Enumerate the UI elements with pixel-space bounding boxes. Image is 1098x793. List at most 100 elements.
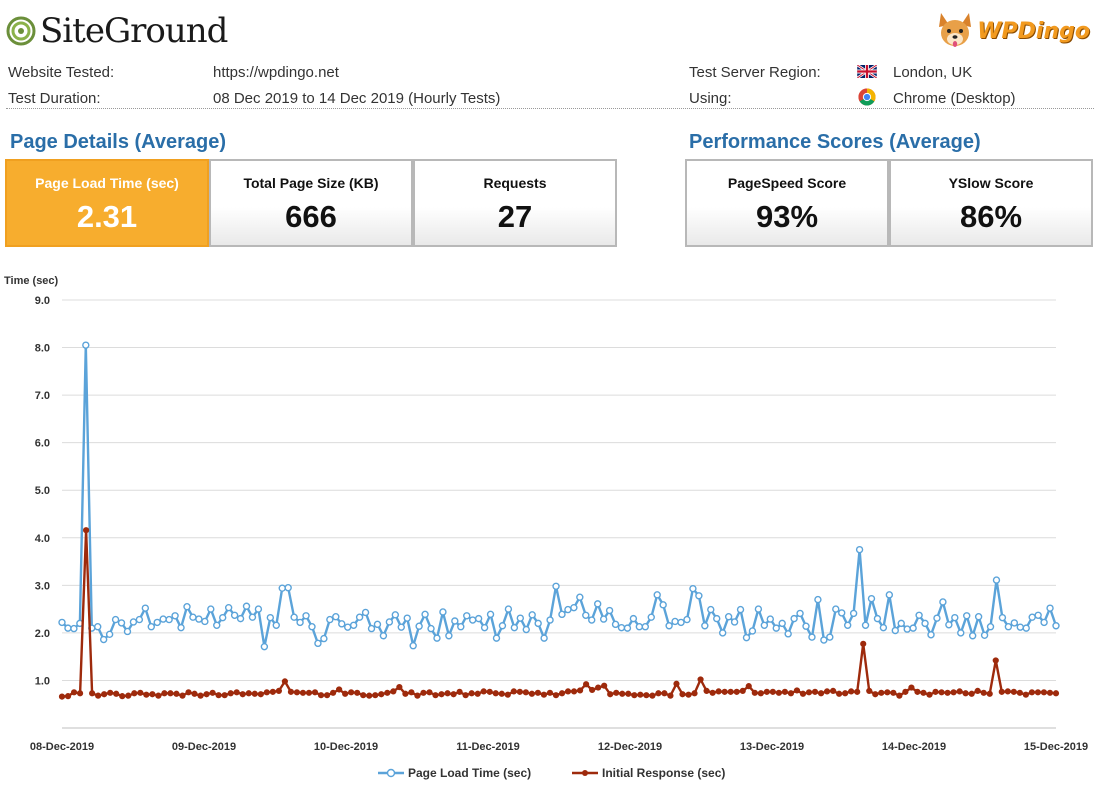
data-point bbox=[879, 623, 888, 632]
x-tick-label: 13-Dec-2019 bbox=[740, 741, 804, 753]
data-point bbox=[113, 690, 120, 697]
data-point bbox=[817, 690, 825, 697]
data-point bbox=[177, 623, 185, 632]
data-point bbox=[570, 688, 578, 695]
series-line-1 bbox=[61, 343, 1058, 648]
data-point bbox=[878, 689, 885, 696]
kpi-yslow-score-value: 86% bbox=[959, 199, 1023, 234]
data-point bbox=[314, 639, 322, 648]
data-point bbox=[107, 689, 114, 696]
data-point bbox=[119, 693, 126, 700]
data-point bbox=[349, 621, 358, 629]
x-tick-label: 14-Dec-2019 bbox=[882, 741, 946, 753]
data-point bbox=[980, 689, 987, 696]
data-point bbox=[920, 689, 927, 696]
data-point bbox=[1004, 623, 1013, 631]
data-point bbox=[498, 622, 507, 630]
data-point bbox=[390, 688, 397, 695]
data-point bbox=[659, 601, 667, 609]
data-point bbox=[415, 622, 423, 630]
kpi-total-page-size-value: 666 bbox=[285, 199, 337, 234]
data-point bbox=[772, 624, 780, 632]
data-point bbox=[766, 615, 774, 623]
data-point bbox=[426, 689, 433, 696]
data-point bbox=[131, 690, 138, 697]
data-point bbox=[667, 692, 674, 699]
data-point bbox=[438, 691, 445, 698]
data-point bbox=[299, 689, 307, 696]
data-point bbox=[329, 689, 337, 696]
data-point bbox=[849, 609, 858, 618]
data-point bbox=[611, 620, 620, 629]
data-point bbox=[968, 690, 975, 697]
data-point bbox=[323, 692, 331, 699]
x-tick-label: 12-Dec-2019 bbox=[598, 741, 662, 753]
kpi-pagespeed-score-value: 93% bbox=[755, 199, 819, 234]
data-point bbox=[534, 619, 542, 628]
data-point bbox=[522, 625, 530, 634]
data-point bbox=[595, 684, 602, 691]
data-point bbox=[751, 689, 758, 696]
data-point bbox=[444, 690, 451, 697]
data-point bbox=[689, 584, 697, 593]
data-point bbox=[599, 615, 608, 623]
data-point bbox=[284, 584, 292, 592]
data-point bbox=[342, 690, 349, 697]
test-region-label: Test Server Region: bbox=[689, 64, 821, 81]
data-point bbox=[82, 527, 90, 534]
data-point bbox=[213, 621, 221, 629]
data-point bbox=[354, 689, 361, 696]
data-point bbox=[890, 689, 897, 696]
performance-scores-title: Performance Scores (Average) bbox=[689, 131, 981, 153]
data-point bbox=[787, 690, 795, 697]
data-point bbox=[336, 686, 343, 693]
data-point bbox=[111, 615, 120, 624]
chart-gridlines bbox=[62, 299, 1056, 681]
data-point bbox=[986, 690, 993, 697]
y-tick-label: 3.0 bbox=[35, 580, 50, 592]
data-point bbox=[230, 611, 239, 619]
x-tick-label: 09-Dec-2019 bbox=[172, 741, 236, 753]
data-point bbox=[486, 688, 493, 695]
data-point bbox=[391, 611, 400, 619]
data-point bbox=[914, 688, 921, 695]
data-point bbox=[70, 624, 78, 633]
data-point bbox=[456, 688, 463, 695]
data-point bbox=[379, 632, 388, 640]
data-point bbox=[287, 688, 295, 695]
data-point bbox=[748, 627, 757, 635]
data-point bbox=[516, 688, 523, 695]
data-point bbox=[643, 692, 650, 699]
data-point bbox=[450, 691, 457, 698]
data-point bbox=[251, 690, 258, 697]
data-point bbox=[754, 605, 763, 613]
data-point bbox=[397, 623, 405, 631]
data-point bbox=[671, 617, 679, 626]
data-point bbox=[147, 623, 155, 631]
data-point bbox=[836, 690, 843, 697]
data-point bbox=[769, 688, 776, 695]
chrome-icon bbox=[858, 88, 876, 106]
data-point bbox=[927, 631, 935, 639]
data-point bbox=[951, 613, 959, 622]
data-point bbox=[896, 692, 903, 699]
data-point bbox=[1040, 689, 1048, 696]
data-point bbox=[760, 621, 769, 629]
wpdingo-logo-text: WPDingo bbox=[977, 18, 1090, 44]
data-point bbox=[70, 689, 78, 696]
data-point bbox=[775, 689, 782, 696]
data-point bbox=[236, 614, 245, 623]
data-point bbox=[625, 690, 632, 697]
data-point bbox=[209, 689, 216, 696]
data-point bbox=[433, 634, 441, 642]
kpi-yslow-score-label: YSlow Score bbox=[948, 175, 1034, 191]
data-point bbox=[582, 611, 590, 619]
data-point bbox=[637, 691, 644, 698]
data-point bbox=[344, 623, 352, 631]
data-point bbox=[125, 692, 132, 699]
y-tick-label: 1.0 bbox=[35, 675, 50, 687]
data-point bbox=[492, 690, 499, 697]
data-point bbox=[409, 642, 417, 650]
data-point bbox=[117, 619, 126, 627]
data-point bbox=[143, 691, 150, 698]
